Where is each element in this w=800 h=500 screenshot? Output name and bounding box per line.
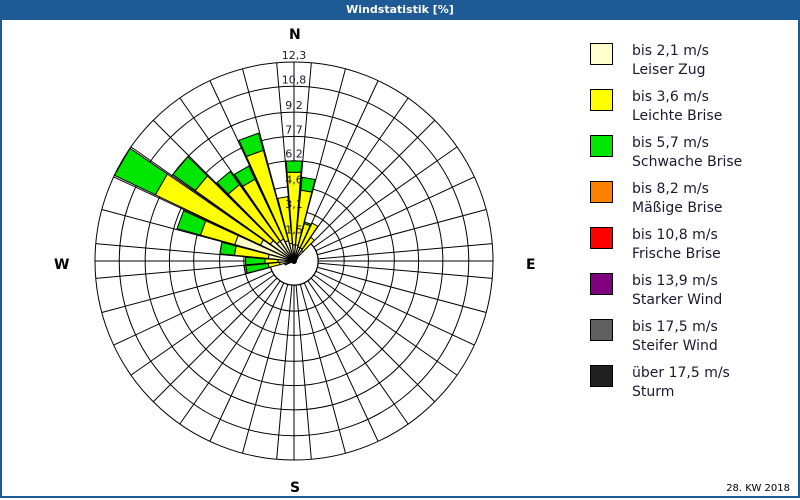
legend-speed: bis 2,1 m/s: [632, 43, 709, 59]
legend-speed: bis 5,7 m/s: [632, 135, 709, 151]
svg-text:12,3: 12,3: [282, 49, 307, 62]
compass-west-label: W: [54, 257, 70, 273]
svg-text:1,5: 1,5: [285, 224, 303, 237]
legend-swatch: [590, 43, 613, 65]
legend-speed: bis 3,6 m/s: [632, 89, 709, 105]
legend-speed: bis 13,9 m/s: [632, 273, 718, 289]
legend-label: Leiser Zug: [632, 62, 706, 78]
svg-text:10,8: 10,8: [282, 73, 307, 86]
legend-speed: über 17,5 m/s: [632, 365, 730, 381]
legend-label: Leichte Brise: [632, 108, 723, 124]
legend-speed: bis 8,2 m/s: [632, 181, 709, 197]
legend-swatch: [590, 135, 613, 157]
legend-speed: bis 10,8 m/s: [632, 227, 718, 243]
svg-text:6,2: 6,2: [285, 148, 303, 161]
svg-text:7,7: 7,7: [285, 123, 303, 136]
legend-label: Schwache Brise: [632, 154, 743, 170]
legend-label: Sturm: [632, 384, 675, 400]
legend-swatch: [590, 89, 613, 111]
wind-rose-chart: 1,5 3,1 4,6 6,2 7,7 9,2 10,8 12,3: [94, 49, 494, 461]
legend-label: Starker Wind: [632, 292, 723, 308]
legend-label: Steifer Wind: [632, 338, 718, 354]
legend-label: Mäßige Brise: [632, 200, 723, 216]
legend-speed: bis 17,5 m/s: [632, 319, 718, 335]
compass-east-label: E: [526, 257, 536, 273]
legend-swatch: [590, 227, 613, 249]
legend-swatch: [590, 365, 613, 387]
legend-swatch: [590, 273, 613, 295]
compass-north-label: N: [289, 27, 301, 43]
svg-text:3,1: 3,1: [285, 198, 303, 211]
window-title: Windstatistik [%]: [0, 0, 800, 20]
svg-text:9,2: 9,2: [285, 99, 303, 112]
legend-swatch: [590, 181, 613, 203]
legend-label: Frische Brise: [632, 246, 721, 262]
week-label: 28. KW 2018: [726, 483, 790, 494]
compass-south-label: S: [290, 480, 301, 496]
svg-text:4,6: 4,6: [285, 174, 303, 187]
legend-swatch: [590, 319, 613, 341]
